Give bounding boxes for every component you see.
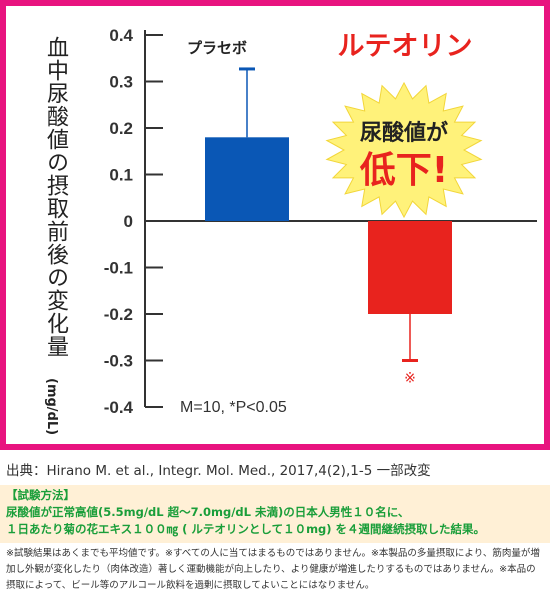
citation: 出典：Hirano M. et al., Integr. Mol. Med., …: [6, 463, 431, 479]
annotation-burst: 尿酸値が 低下!: [325, 81, 483, 219]
method-box: [0, 485, 550, 543]
burst-shape: [325, 81, 483, 219]
series-label-placebo: プラセボ: [187, 39, 247, 57]
y-tick-label: -0.2: [104, 305, 133, 324]
y-tick-label: -0.3: [104, 352, 133, 371]
chart-frame: 血中尿酸値の摂取前後の変化量 (mg/dL): [0, 0, 550, 450]
chart-plot: 0.4 0.3 0.2 0.1 0 -0.1 -0.2 -0.3 -0.4 プラセボ ルテオリン ※…: [104, 26, 537, 417]
bar-0: [205, 137, 289, 221]
method-line-1: 尿酸値が正常高値(5.5mg/dL 超～7.0mg/dL 未満)の日本人男性１０…: [6, 505, 410, 519]
y-tick-label: 0.4: [109, 26, 133, 45]
y-tick-label: -0.1: [104, 259, 133, 278]
bar-1: [368, 221, 452, 314]
y-tick-label: 0: [124, 212, 133, 231]
y-tick-label: 0.1: [109, 166, 133, 185]
y-tick-label: 0.3: [109, 73, 133, 92]
method-title: 【試験方法】: [6, 488, 75, 502]
annotation-sub-text: 低下!: [360, 150, 448, 191]
y-axis-unit: (mg/dL): [44, 378, 59, 436]
y-tick-label: -0.4: [104, 398, 134, 417]
y-tick-label: 0.2: [109, 119, 133, 138]
disclaimer: ※試験結果はあくまでも平均値です。※すべての人に当てはまるものではありません。※…: [6, 548, 540, 591]
annotation-main-text: 尿酸値が: [360, 120, 448, 146]
series-label-luteolin: ルテオリン: [338, 31, 473, 62]
significance-mark: ※: [404, 371, 416, 387]
stats-note: M=10, *P<0.05: [180, 399, 287, 416]
y-axis-label: 血中尿酸値の摂取前後の変化量: [43, 36, 68, 358]
method-line-2: １日あたり菊の花エキス１００㎎ ( ルテオリンとして１０mg) を４週間継続摂取…: [6, 522, 486, 536]
